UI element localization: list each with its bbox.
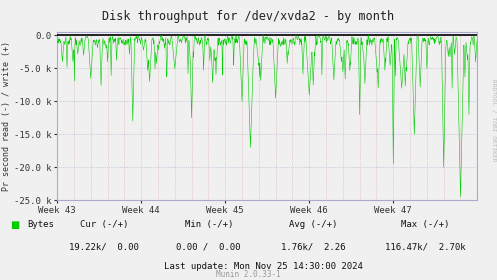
Text: 116.47k/  2.70k: 116.47k/ 2.70k — [385, 242, 465, 251]
Text: 19.22k/  0.00: 19.22k/ 0.00 — [70, 242, 139, 251]
Text: Max (-/+): Max (-/+) — [401, 220, 449, 229]
Text: RRDTOOL / TOBI OETIKER: RRDTOOL / TOBI OETIKER — [491, 79, 496, 162]
Text: ■: ■ — [10, 220, 19, 230]
Text: Munin 2.0.33-1: Munin 2.0.33-1 — [216, 270, 281, 279]
Text: Cur (-/+): Cur (-/+) — [80, 220, 129, 229]
Text: 0.00 /  0.00: 0.00 / 0.00 — [176, 242, 241, 251]
Text: Disk throughput for /dev/xvda2 - by month: Disk throughput for /dev/xvda2 - by mont… — [102, 10, 395, 23]
Text: 1.76k/  2.26: 1.76k/ 2.26 — [281, 242, 345, 251]
Text: Bytes: Bytes — [27, 220, 54, 229]
Y-axis label: Pr second read (-) / write (+): Pr second read (-) / write (+) — [2, 41, 11, 191]
Text: Avg (-/+): Avg (-/+) — [289, 220, 337, 229]
Text: Last update: Mon Nov 25 14:30:00 2024: Last update: Mon Nov 25 14:30:00 2024 — [164, 262, 363, 271]
Text: Min (-/+): Min (-/+) — [184, 220, 233, 229]
